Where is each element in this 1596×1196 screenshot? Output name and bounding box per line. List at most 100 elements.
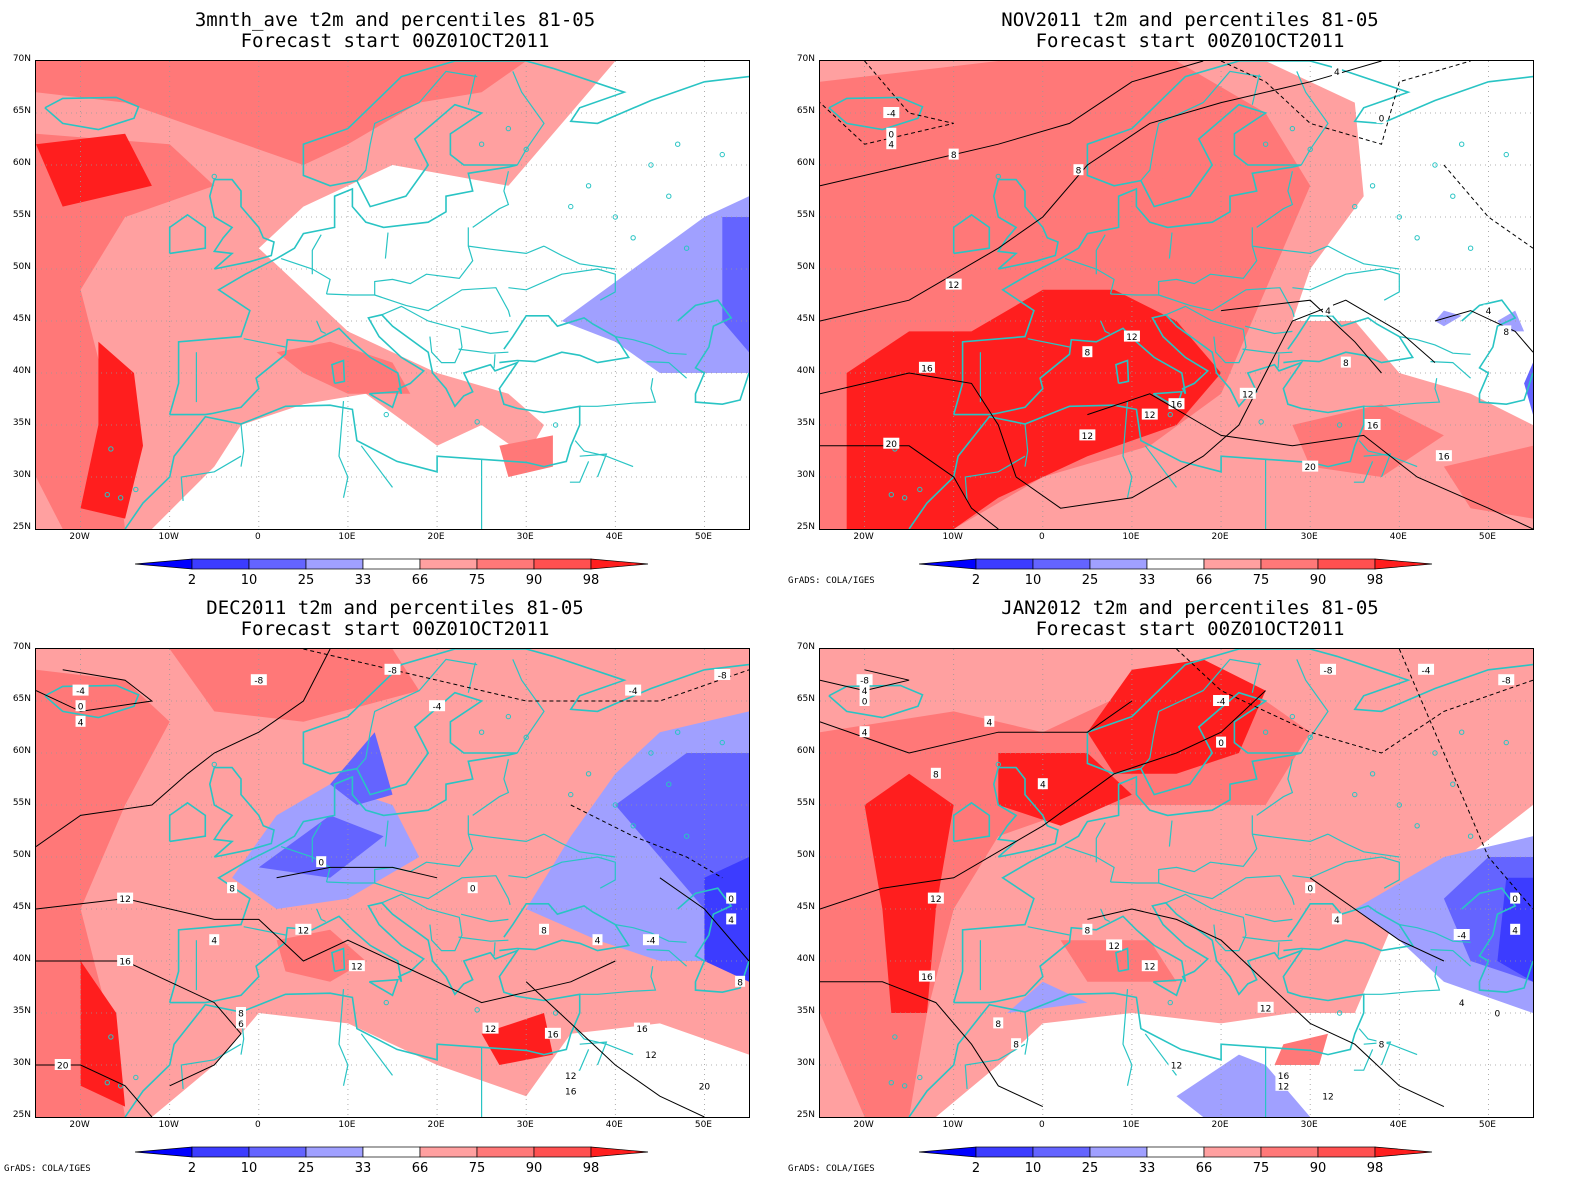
latitude-label: 50N <box>12 262 31 272</box>
colorbar-swatch <box>1317 1146 1376 1158</box>
colorbar-swatch <box>248 1146 307 1158</box>
colorbar-label: 90 <box>526 1161 543 1176</box>
colorbar-swatch <box>590 1146 649 1158</box>
colorbar-label: 33 <box>355 1161 372 1176</box>
svg-text:12: 12 <box>298 926 309 936</box>
longitude-label: 30E <box>1300 1120 1318 1130</box>
temperature-contour <box>1434 310 1533 353</box>
contour-label: 8 <box>1501 325 1512 338</box>
contour-label: 12 <box>1141 408 1158 421</box>
contour-label: -8 <box>250 674 267 687</box>
contour-label: 0 <box>75 700 86 713</box>
longitude-label: 40E <box>605 1120 623 1130</box>
svg-text:8: 8 <box>1076 167 1082 177</box>
svg-text:4: 4 <box>986 718 992 728</box>
colorbar-swatch <box>419 1146 478 1158</box>
contour-label: 0 <box>886 127 897 140</box>
percentile-shading <box>998 753 1132 826</box>
contour-label: 12 <box>1239 387 1256 400</box>
svg-text:12: 12 <box>1242 390 1253 400</box>
percentile-shading <box>36 133 215 529</box>
colorbar-swatch <box>1260 558 1319 570</box>
temperature-contour <box>1176 649 1533 754</box>
longitude-label: 10E <box>338 1120 356 1130</box>
contour-label: 12 <box>482 1022 499 1035</box>
panel-jan2012: JAN2012 t2m and percentiles 81-05 Foreca… <box>784 598 1596 1196</box>
colorbar-label: 66 <box>1196 1161 1213 1176</box>
svg-text:-4: -4 <box>1422 666 1431 676</box>
colorbar-swatch <box>305 1146 364 1158</box>
contour-label: 8 <box>948 148 959 161</box>
percentile-shading <box>258 815 384 878</box>
colorbar-label: 66 <box>412 1161 429 1176</box>
svg-text:-8: -8 <box>388 666 397 676</box>
coastlines <box>44 649 749 1117</box>
latitude-label: 40N <box>796 954 815 964</box>
longitude-label: 20W <box>853 532 874 542</box>
svg-text:12: 12 <box>351 963 362 973</box>
contour-label: 8 <box>1073 164 1084 177</box>
longitude-label: 30E <box>1300 532 1318 542</box>
longitude-label: 20W <box>853 1120 874 1130</box>
svg-text:8: 8 <box>1013 1041 1019 1051</box>
contour-label: 8 <box>1082 346 1093 359</box>
svg-text:4: 4 <box>862 687 868 697</box>
map-area[interactable]: 12 12 12 16 8 6 20 8 4 -4 0 4 0 0 12 16 12 16 0 4 8 -4 4 8 -8 -8-… <box>35 648 750 1118</box>
colorbar-swatch <box>1203 1146 1262 1158</box>
longitude-label: 10E <box>1122 1120 1140 1130</box>
latitude-label: 60N <box>796 746 815 756</box>
svg-text:12: 12 <box>485 1025 496 1035</box>
colorbar-svg: 2 10 25 33 66 75 90 98 <box>918 1146 1433 1176</box>
contour-label: 12 <box>348 960 365 973</box>
contour-label: 16 <box>918 970 935 983</box>
longitude-label: 50E <box>694 532 712 542</box>
panel-subtitle: Forecast start 00Z01OCT2011 <box>240 618 550 640</box>
colorbar-label: 98 <box>583 573 600 588</box>
contour-label: 4 <box>859 684 870 697</box>
latitude-label: 55N <box>796 210 815 220</box>
svg-text:12: 12 <box>645 1051 656 1061</box>
map-area[interactable]: 12 8 16 8 8 4 4 4 -8 4 0 8 12 12 12 12 12 0 4 0 4 -4 4 -4 0 -8 -4-… <box>819 648 1534 1118</box>
latitude-label: 30N <box>12 1058 31 1068</box>
colorbar-swatch <box>1032 1146 1091 1158</box>
longitude-label: 20E <box>1211 532 1229 542</box>
svg-text:20: 20 <box>699 1082 711 1092</box>
contour-label: 12 <box>562 1069 579 1082</box>
latitude-label: 60N <box>12 746 31 756</box>
temperature-contour <box>820 669 910 692</box>
colorbar-label: 66 <box>412 573 429 588</box>
svg-text:0: 0 <box>1379 115 1385 125</box>
colorbar-label: 75 <box>1253 1161 1270 1176</box>
contour-label: 12 <box>1320 1090 1337 1103</box>
svg-text:4: 4 <box>595 937 601 947</box>
latitude-label: 45N <box>12 902 31 912</box>
contour-label: -8 <box>856 674 873 687</box>
svg-text:-4: -4 <box>433 703 442 713</box>
svg-text:16: 16 <box>565 1088 577 1098</box>
colorbar-swatch <box>134 558 193 570</box>
latitude-label: 70N <box>796 642 815 652</box>
svg-text:16: 16 <box>547 1030 559 1040</box>
colorbar-label: 2 <box>972 573 980 588</box>
colorbar-label: 33 <box>1139 573 1156 588</box>
svg-text:12: 12 <box>1278 1082 1289 1092</box>
svg-text:4: 4 <box>728 916 734 926</box>
contour-label: 12 <box>1123 330 1140 343</box>
colorbar-swatch <box>419 558 478 570</box>
colorbar-label: 66 <box>1196 573 1213 588</box>
latitude-label: 25N <box>12 1110 31 1120</box>
map-area[interactable] <box>35 60 750 530</box>
svg-text:16: 16 <box>1278 1072 1290 1082</box>
contour-label: 12 <box>642 1048 659 1061</box>
temperature-contour <box>1309 877 1445 962</box>
svg-text:4: 4 <box>1512 926 1518 936</box>
temperature-contour <box>525 981 705 1117</box>
svg-text:-8: -8 <box>718 672 727 682</box>
contour-label: 0 <box>1216 736 1227 749</box>
map-area[interactable]: 12 8 8 16 8 12 16 20 12 12 16 16 20 8 4 -4 0 4 4 0 4 8 12 <box>819 60 1534 530</box>
temperature-contour <box>1087 393 1533 529</box>
temperature-contour <box>820 700 1133 754</box>
contour-label: -4 <box>883 107 900 120</box>
contour-label: 16 <box>1364 419 1381 432</box>
contour-label: 8 <box>1340 356 1351 369</box>
